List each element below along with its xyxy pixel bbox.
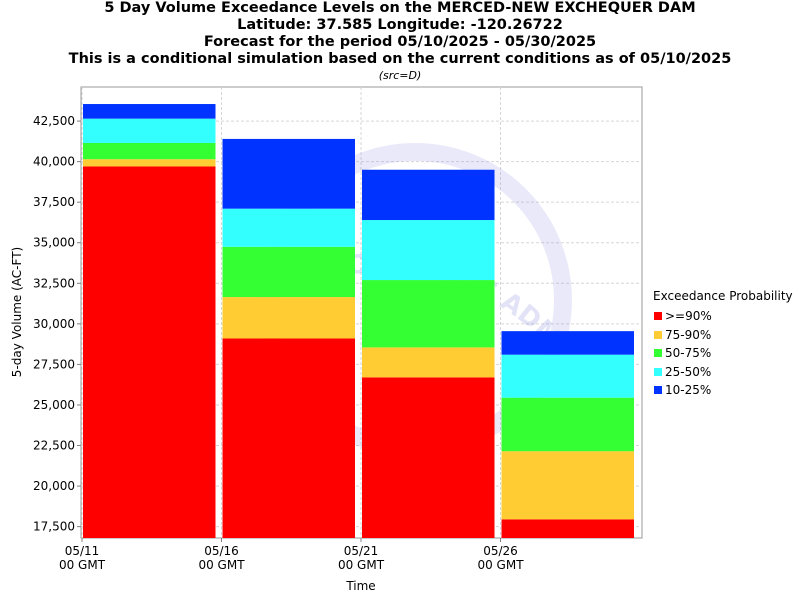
legend-item: 50-75% [653,344,793,363]
x-axis-label: Time [345,579,375,593]
legend-swatch [654,330,662,339]
bar-segment-7590 [362,347,495,378]
chart-title-line1: 5 Day Volume Exceedance Levels on the ME… [104,0,696,16]
bar-segment-90 [83,166,216,539]
legend-label: 25-50% [665,364,712,379]
bar-segment-1025 [222,138,355,209]
legend-swatch [654,386,662,395]
legend-label: 10-25% [665,383,712,398]
legend-label: 50-75% [665,346,712,361]
y-tick-label: 30,000 [33,317,75,331]
bar-segment-7590 [83,159,216,167]
legend-item: 25-50% [653,363,793,382]
bar-segment-90 [501,519,634,538]
bar-segment-5075 [83,142,216,160]
chart-source-note: (src=D) [378,69,422,82]
legend-swatch [654,349,662,358]
chart-title-line2: Latitude: 37.585 Longitude: -120.26722 [237,17,563,33]
y-tick-label: 25,000 [33,398,75,412]
y-tick-label: 32,500 [33,276,75,290]
x-tick-label-date: 05/26 [483,544,518,558]
bar-segment-2550 [222,208,355,247]
bars [83,104,634,539]
legend-items: >=90% 75-90% 50-75% 25-50% 10-25% [653,307,793,400]
x-tick-label-date: 05/16 [204,544,239,558]
bar-segment-90 [362,377,495,538]
legend-item: 10-25% [653,381,793,400]
bar-segment-2550 [362,220,495,281]
bar-segment-7590 [222,297,355,339]
bar-segment-5075 [222,246,355,298]
x-tick-label-date: 05/11 [65,544,100,558]
x-tick-label-date: 05/21 [344,544,379,558]
chart-title-line3: Forecast for the period 05/10/2025 - 05/… [203,34,597,50]
x-tick-label-time: 00 GMT [477,558,524,572]
chart-titles: 5 Day Volume Exceedance Levels on the ME… [0,0,800,84]
y-tick-label: 17,500 [33,520,75,534]
x-tick-label-time: 00 GMT [59,558,106,572]
legend-swatch [654,367,662,376]
y-tick-label: 37,500 [33,195,75,209]
chart-title-line4: This is a conditional simulation based o… [68,51,732,67]
y-tick-label: 20,000 [33,479,75,493]
bar-segment-1025 [83,104,216,119]
y-tick-label: 27,500 [33,357,75,371]
y-tick-label: 42,500 [33,114,75,128]
bar-segment-5075 [362,280,495,348]
bar-segment-1025 [501,331,634,355]
y-axis-label: 5-day Volume (AC-FT) [10,247,24,377]
y-axis: 17,500 20,000 22,500 25,000 27,500 30,000 32,5… [33,114,81,534]
y-tick-label: 22,500 [33,439,75,453]
bar-segment-7590 [501,451,634,520]
legend-item: 75-90% [653,326,793,345]
bar-segment-5075 [501,397,634,452]
bar-segment-1025 [362,169,495,221]
bar-segment-90 [222,338,355,538]
legend-swatch [654,312,662,321]
y-tick-label: 40,000 [33,155,75,169]
legend: Exceedance Probability >=90% 75-90% 50-75%… [653,289,793,400]
bar-segment-2550 [83,118,216,143]
legend-item: >=90% [653,307,793,326]
x-tick-label-time: 00 GMT [338,558,385,572]
legend-label: >=90% [665,309,712,324]
legend-title: Exceedance Probability [653,289,793,303]
bar-segment-2550 [501,354,634,398]
y-tick-label: 35,000 [33,236,75,250]
legend-label: 75-90% [665,327,712,342]
x-tick-label-time: 00 GMT [198,558,245,572]
